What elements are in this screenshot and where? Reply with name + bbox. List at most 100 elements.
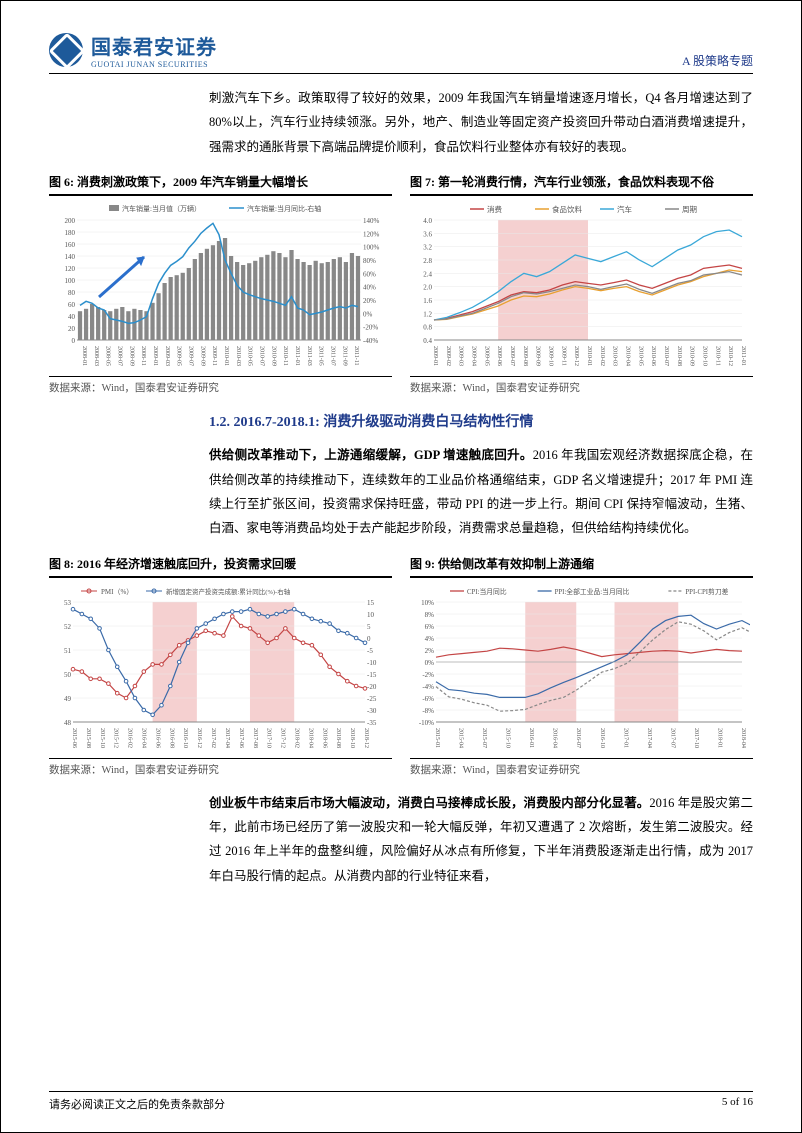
svg-text:2009-09: 2009-09: [535, 346, 541, 366]
svg-text:200: 200: [65, 217, 76, 225]
svg-text:2016-01: 2016-01: [528, 728, 534, 748]
svg-text:1.2: 1.2: [423, 310, 432, 318]
svg-text:6%: 6%: [425, 623, 435, 631]
svg-text:2009-04: 2009-04: [471, 346, 477, 366]
svg-text:2015-07: 2015-07: [481, 728, 487, 748]
svg-text:2017-08: 2017-08: [252, 728, 258, 748]
svg-text:40: 40: [68, 313, 76, 321]
svg-text:2017-10: 2017-10: [266, 728, 272, 748]
svg-text:48: 48: [64, 719, 72, 727]
svg-text:40%: 40%: [363, 284, 376, 292]
svg-text:0%: 0%: [425, 659, 435, 667]
svg-text:2010-01: 2010-01: [586, 346, 592, 366]
svg-text:2010-07: 2010-07: [663, 346, 669, 366]
svg-text:PPI:全部工业品:当月同比: PPI:全部工业品:当月同比: [555, 587, 630, 596]
svg-text:-8%: -8%: [422, 707, 434, 715]
chart7-svg: 0.40.81.21.62.02.42.83.23.64.02009-01200…: [410, 202, 750, 372]
svg-text:CPI:当月同比: CPI:当月同比: [467, 587, 507, 596]
svg-text:2009-05: 2009-05: [483, 346, 489, 366]
svg-text:2009-01: 2009-01: [152, 346, 158, 366]
para2-bold: 供给侧改革推动下，上游通缩缓解，GDP 增速触底回升。: [209, 448, 533, 462]
svg-text:2010-09: 2010-09: [689, 346, 695, 366]
svg-text:-10%: -10%: [419, 719, 434, 727]
svg-text:2%: 2%: [425, 647, 435, 655]
svg-text:60: 60: [68, 301, 76, 309]
svg-text:2010-03: 2010-03: [235, 346, 241, 366]
svg-text:2009-07: 2009-07: [509, 346, 515, 366]
svg-text:2011-03: 2011-03: [306, 346, 312, 366]
svg-text:52: 52: [64, 623, 72, 631]
svg-text:2008-09: 2008-09: [128, 346, 134, 366]
svg-text:1.6: 1.6: [423, 297, 432, 305]
svg-text:10%: 10%: [421, 599, 434, 607]
charts-row-1: 图 6: 消费刺激政策下，2009 年汽车销量大幅增长 020406080100…: [49, 173, 753, 395]
svg-text:2010-03: 2010-03: [612, 346, 618, 366]
svg-text:2009-12: 2009-12: [573, 346, 579, 366]
svg-text:20: 20: [68, 325, 76, 333]
svg-text:2017-04: 2017-04: [224, 728, 230, 748]
chart8-source: 数据来源：Wind，国泰君安证券研究: [49, 758, 392, 777]
logo-en: GUOTAI JUNAN SECURITIES: [91, 60, 217, 69]
svg-text:2009-05: 2009-05: [176, 346, 182, 366]
svg-text:2009-06: 2009-06: [496, 346, 502, 366]
svg-text:PPI-CPI剪刀差: PPI-CPI剪刀差: [685, 587, 728, 596]
svg-text:60%: 60%: [363, 270, 376, 278]
svg-text:2.4: 2.4: [423, 270, 432, 278]
svg-text:-6%: -6%: [422, 695, 434, 703]
svg-text:2017-01: 2017-01: [622, 728, 628, 748]
svg-text:2016-04: 2016-04: [141, 728, 147, 748]
svg-text:2011-05: 2011-05: [318, 346, 324, 366]
chart8-title: 图 8: 2016 年经济增速触底回升，投资需求回暖: [49, 555, 392, 578]
svg-text:0: 0: [72, 337, 76, 345]
svg-text:-25: -25: [367, 695, 377, 703]
svg-text:0.8: 0.8: [423, 324, 432, 332]
chart6-source: 数据来源：Wind，国泰君安证券研究: [49, 376, 392, 395]
svg-text:51: 51: [64, 647, 72, 655]
svg-text:-20%: -20%: [363, 324, 378, 332]
svg-text:2.0: 2.0: [423, 284, 432, 292]
paragraph-2: 供给侧改革推动下，上游通缩缓解，GDP 增速触底回升。2016 年我国宏观经济数…: [209, 443, 753, 541]
svg-text:2009-09: 2009-09: [199, 346, 205, 366]
svg-text:2017-04: 2017-04: [646, 728, 652, 748]
svg-text:2016-12: 2016-12: [196, 728, 202, 748]
svg-text:180: 180: [65, 229, 76, 237]
svg-text:-35: -35: [367, 719, 377, 727]
svg-text:汽车: 汽车: [617, 204, 632, 214]
svg-text:2017-07: 2017-07: [669, 728, 675, 748]
svg-text:-20: -20: [367, 683, 377, 691]
svg-text:2010-02: 2010-02: [599, 346, 605, 366]
paragraph-1: 刺激汽车下乡。政策取得了较好的效果，2009 年我国汽车销量增速逐月增长，Q4 …: [209, 86, 753, 159]
svg-text:53: 53: [64, 599, 72, 607]
svg-text:2009-03: 2009-03: [458, 346, 464, 366]
svg-text:2016-07: 2016-07: [575, 728, 581, 748]
svg-text:100: 100: [65, 277, 76, 285]
svg-text:2010-11: 2010-11: [714, 346, 720, 366]
svg-text:2010-08: 2010-08: [676, 346, 682, 366]
svg-text:-30: -30: [367, 707, 377, 715]
svg-text:2009-02: 2009-02: [445, 346, 451, 366]
header-topic: A 股策略专题: [682, 52, 753, 69]
svg-text:0%: 0%: [363, 310, 373, 318]
svg-text:2008-11: 2008-11: [140, 346, 146, 366]
svg-text:-2%: -2%: [422, 671, 434, 679]
svg-text:2018-01: 2018-01: [716, 728, 722, 748]
svg-text:140%: 140%: [363, 217, 380, 225]
svg-text:-15: -15: [367, 671, 377, 679]
svg-text:2015-06: 2015-06: [71, 728, 77, 748]
logo-cn: 国泰君安证券: [91, 31, 217, 60]
svg-text:2017-12: 2017-12: [280, 728, 286, 748]
svg-text:4.0: 4.0: [423, 217, 432, 225]
svg-text:2008-01: 2008-01: [81, 346, 87, 366]
svg-text:新增固定资产投资完成额:累计同比(%)-右轴: 新增固定资产投资完成额:累计同比(%)-右轴: [166, 587, 291, 596]
svg-text:2018-02: 2018-02: [293, 728, 299, 748]
page-footer: 请务必阅读正文之后的免责条款部分 5 of 16: [49, 1091, 753, 1112]
svg-text:2018-10: 2018-10: [349, 728, 355, 748]
svg-text:2009-08: 2009-08: [522, 346, 528, 366]
svg-text:2011-11: 2011-11: [353, 346, 359, 366]
svg-text:2015-10: 2015-10: [99, 728, 105, 748]
svg-text:2016-10: 2016-10: [182, 728, 188, 748]
svg-text:2009-11: 2009-11: [560, 346, 566, 366]
chart8-svg: 484950515253-35-30-25-20-15-10-505101520…: [49, 584, 389, 754]
svg-text:2015-10: 2015-10: [505, 728, 511, 748]
chart7-source: 数据来源：Wind，国泰君安证券研究: [410, 376, 753, 395]
